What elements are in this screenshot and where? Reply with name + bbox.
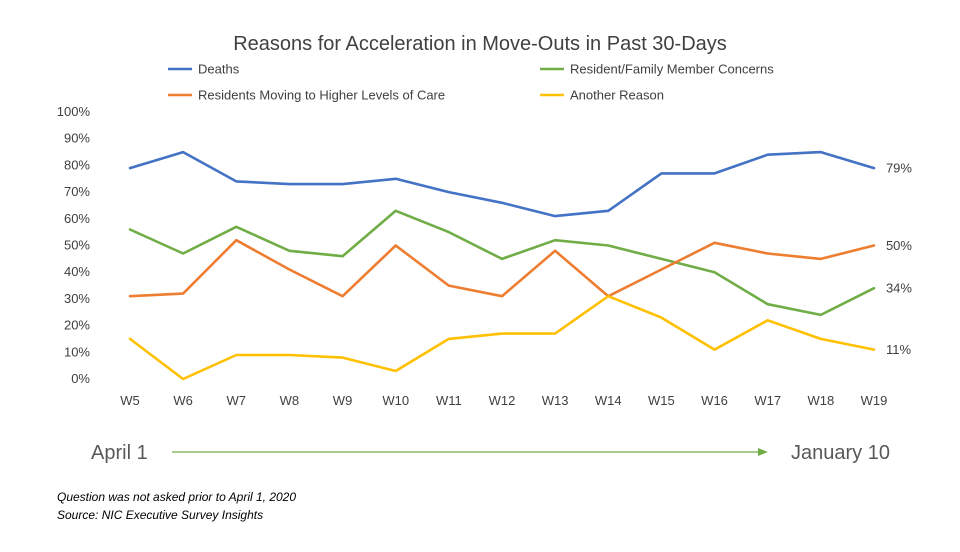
end-value-label: 34%: [886, 281, 912, 296]
end-value-label: 79%: [886, 161, 912, 176]
legend-entry: Deaths: [198, 62, 240, 77]
x-tick-label: W19: [861, 393, 888, 408]
y-tick-label: 60%: [64, 211, 90, 226]
y-tick-label: 80%: [64, 157, 90, 172]
legend-entry: Residents Moving to Higher Levels of Car…: [198, 88, 445, 103]
legend-entry: Resident/Family Member Concerns: [570, 62, 774, 77]
y-tick-label: 40%: [64, 264, 90, 279]
x-tick-label: W7: [227, 393, 247, 408]
x-tick-label: W6: [173, 393, 193, 408]
series-line-residents-moving-to-higher-levels-of-care: [128, 238, 876, 298]
y-tick-label: 0%: [71, 371, 90, 386]
x-axis: W5 W6 W7 W8 W9 W10 W11 W12 W13 W14 W15 W16 W17 W18 W19: [120, 393, 887, 408]
series-line-another-reason: [128, 294, 876, 381]
legend-entry: Another Reason: [570, 88, 664, 103]
x-tick-label: W14: [595, 393, 622, 408]
series-line-resident-family-member-concerns: [128, 209, 876, 317]
x-tick-label: W15: [648, 393, 675, 408]
end-value-label: 50%: [886, 238, 912, 253]
timeline-end-label: January 10: [791, 442, 890, 464]
y-axis: 0% 10% 20% 30% 40% 50% 60% 70% 80% 90% 100%: [57, 104, 91, 386]
y-tick-label: 100%: [57, 104, 91, 119]
y-tick-label: 30%: [64, 291, 90, 306]
end-value-label: 11%: [886, 342, 911, 357]
x-tick-label: W10: [382, 393, 409, 408]
y-tick-label: 20%: [64, 318, 90, 333]
x-tick-label: W17: [754, 393, 781, 408]
footnote-question: Question was not asked prior to April 1,…: [57, 490, 297, 504]
series-lines: [128, 150, 876, 381]
series-line-deaths: [128, 150, 876, 218]
footnote-source: Source: NIC Executive Survey Insights: [57, 508, 264, 522]
timeline-arrow-head-icon: [758, 448, 768, 456]
chart-title: Reasons for Acceleration in Move-Outs in…: [233, 33, 727, 55]
y-tick-label: 50%: [64, 238, 90, 253]
end-labels: 79% 34% 50% 11%: [886, 161, 912, 358]
x-tick-label: W8: [280, 393, 300, 408]
legend: Deaths Resident/Family Member Concerns Res…: [168, 62, 774, 103]
x-tick-label: W12: [489, 393, 516, 408]
timeline-start-label: April 1: [91, 442, 148, 464]
x-tick-label: W13: [542, 393, 569, 408]
x-tick-label: W5: [120, 393, 140, 408]
x-tick-label: W18: [807, 393, 834, 408]
y-tick-label: 10%: [64, 344, 90, 359]
timeline: April 1 January 10: [91, 442, 890, 464]
y-tick-label: 70%: [64, 184, 90, 199]
y-tick-label: 90%: [64, 131, 90, 146]
x-tick-label: W9: [333, 393, 353, 408]
x-tick-label: W11: [436, 393, 462, 408]
x-tick-label: W16: [701, 393, 728, 408]
